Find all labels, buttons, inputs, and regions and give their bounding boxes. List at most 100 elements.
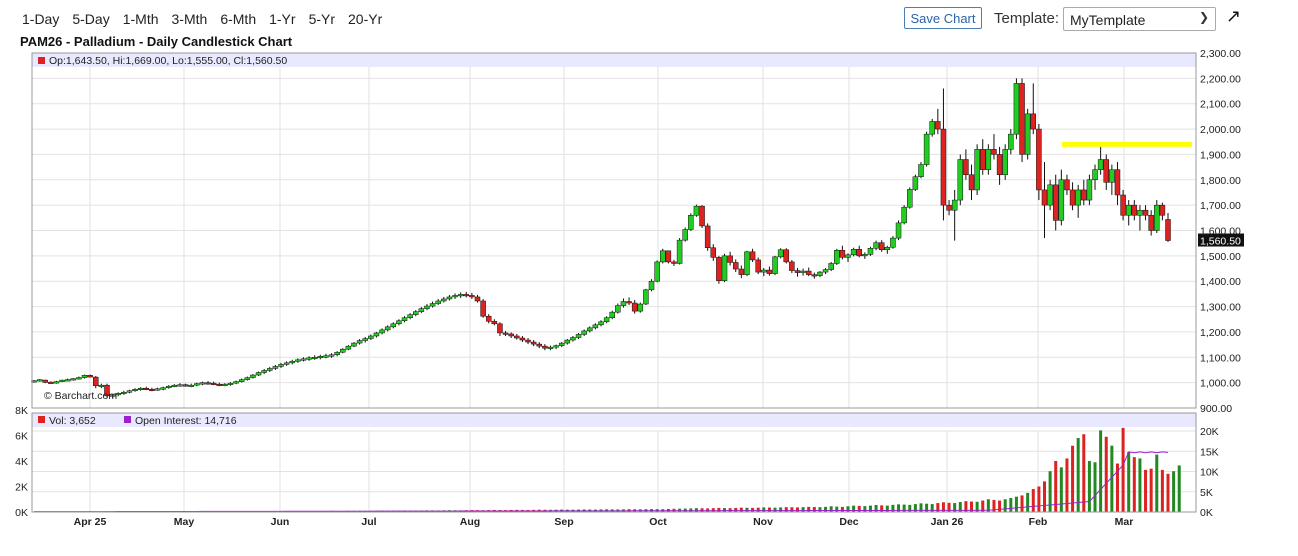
volume-tick-label: 8K <box>15 405 28 417</box>
volume-bar <box>919 503 923 512</box>
candle-body <box>553 345 559 348</box>
candle-body <box>323 355 329 358</box>
volume-bar <box>1071 445 1075 512</box>
candle-body <box>261 370 267 373</box>
oi-tick-label: 0K <box>1200 507 1213 519</box>
price-tick-label: 1,000.00 <box>1200 378 1241 390</box>
candle-body <box>570 337 576 341</box>
range-3-month[interactable]: 3-Mth <box>171 11 208 27</box>
price-tick-label: 1,400.00 <box>1200 276 1241 288</box>
volume-bar <box>975 501 979 512</box>
range-20-year[interactable]: 20-Yr <box>348 11 383 27</box>
candle-body <box>620 301 627 306</box>
candle-body <box>907 189 913 208</box>
volume-bar <box>739 507 743 512</box>
volume-bar <box>700 508 704 512</box>
candle-body <box>884 246 891 251</box>
candle-body <box>974 149 980 191</box>
candle-body <box>682 229 688 241</box>
price-legend-bar <box>32 53 1196 67</box>
candle-body <box>165 385 172 388</box>
candle-body <box>862 254 868 257</box>
candlestick-series <box>31 78 1171 398</box>
candle-body <box>93 376 99 386</box>
volume-bar <box>711 508 715 512</box>
volume-bar <box>846 506 850 512</box>
candle-body <box>362 338 368 341</box>
candle-body <box>1041 189 1048 206</box>
volume-bar <box>790 507 794 512</box>
candle-body <box>839 250 846 258</box>
volume-bar <box>880 505 884 512</box>
time-tick-label: Nov <box>753 516 773 528</box>
volume-bar <box>835 506 839 512</box>
volume-bar <box>1149 468 1153 512</box>
candle-body <box>1131 204 1138 216</box>
candle-body <box>727 255 733 263</box>
candle-body <box>856 249 862 257</box>
price-panel-frame <box>31 52 1197 409</box>
candle-body <box>132 388 138 392</box>
volume-bar <box>1099 430 1103 512</box>
candle-body <box>194 383 200 386</box>
volume-bar <box>795 507 799 512</box>
volume-bar <box>874 504 878 512</box>
volume-bar <box>981 500 985 512</box>
volume-bar <box>818 507 822 512</box>
candle-body <box>895 222 902 239</box>
template-select[interactable]: MyTemplate ❯ <box>1063 7 1216 31</box>
range-5-year[interactable]: 5-Yr <box>308 11 336 27</box>
oi-legend-swatch <box>124 416 131 423</box>
volume-bar <box>868 505 872 512</box>
volume-tick-label: 4K <box>15 456 28 468</box>
candle-body <box>643 289 649 305</box>
volume-bar <box>1020 495 1024 512</box>
volume-bar <box>958 502 962 512</box>
volume-bar <box>1127 452 1131 512</box>
candle-body <box>250 374 256 378</box>
candle-body <box>429 303 436 307</box>
volume-bar <box>1144 469 1148 512</box>
candle-body <box>137 387 144 390</box>
candle-body <box>817 271 823 276</box>
candle-body <box>76 377 82 380</box>
candle-body <box>59 379 65 382</box>
range-1-year[interactable]: 1-Yr <box>269 11 296 27</box>
template-select-value: MyTemplate <box>1070 12 1146 28</box>
volume-bar <box>857 505 861 512</box>
candle-body <box>603 317 610 323</box>
volume-legend-bar <box>32 413 1196 427</box>
range-6-month[interactable]: 6-Mth <box>220 11 257 27</box>
candle-body <box>36 379 43 382</box>
candle-body <box>497 323 503 334</box>
price-tick-label: 2,200.00 <box>1200 73 1241 85</box>
volume-bar <box>1155 454 1159 512</box>
volume-bar <box>970 501 974 512</box>
range-1-month[interactable]: 1-Mth <box>122 11 159 27</box>
candle-body <box>474 296 481 302</box>
save-chart-button[interactable]: Save Chart <box>904 7 982 29</box>
candle-body <box>160 387 166 390</box>
range-5-day[interactable]: 5-Day <box>72 11 110 27</box>
expand-icon[interactable]: ↗ <box>1226 6 1242 26</box>
candle-body <box>64 379 71 382</box>
volume-bar <box>1037 486 1041 512</box>
price-tick-label: 1,900.00 <box>1200 149 1241 161</box>
volume-bar <box>1082 434 1086 512</box>
candle-body <box>149 388 155 391</box>
candle-body <box>199 382 206 385</box>
volume-bar <box>1093 462 1097 512</box>
volume-legend-swatch <box>38 416 45 423</box>
candle-body <box>783 249 790 263</box>
time-axis: Apr 25 May Jun Jul Aug Sep Oct Nov Dec Jan 26 Feb M… <box>74 516 1134 528</box>
candle-body <box>1075 189 1081 206</box>
candle-body <box>935 121 941 130</box>
volume-bar <box>767 507 771 512</box>
candle-body <box>126 390 133 393</box>
range-1-day[interactable]: 1-Day <box>22 11 60 27</box>
candle-body <box>1142 209 1149 216</box>
candle-body <box>1114 169 1121 196</box>
volume-bar <box>986 499 990 512</box>
volume-bar <box>1031 489 1035 512</box>
volume-bar <box>807 506 811 512</box>
